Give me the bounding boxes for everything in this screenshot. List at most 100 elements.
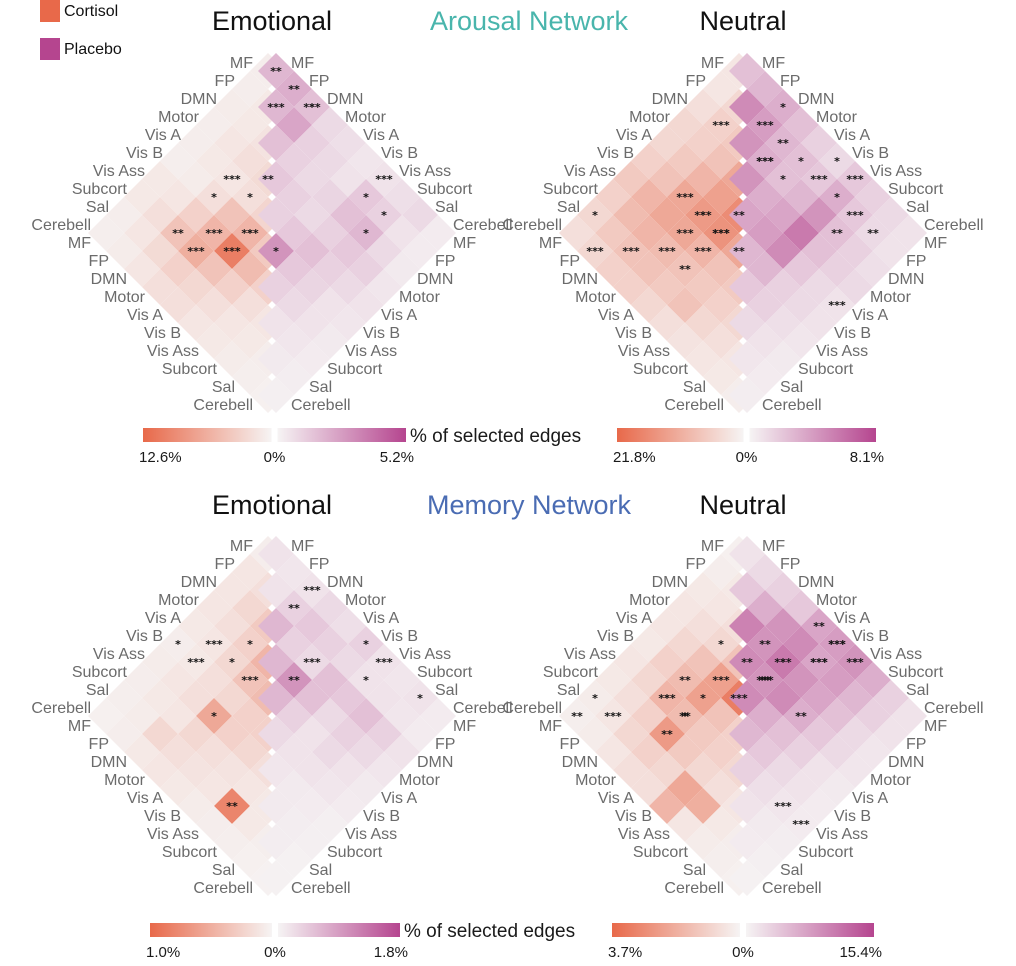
axis-label-upper-right: Vis A [834,610,871,627]
axis-label-lower-left: Subcort [633,361,689,378]
significance-mark: * [700,209,706,222]
axis-label-lower-left: MF [539,718,562,735]
axis-label-lower-left: Sal [212,379,235,396]
axis-label-lower-right: Cerebell [291,397,351,414]
axis-label-lower-right: Motor [399,772,441,789]
significance-mark: * [592,209,598,222]
significance-mark: *** [303,584,321,597]
axis-label-upper-right: DMN [798,91,834,108]
axis-label-upper-left: Vis A [145,610,182,627]
legend-label-placebo: Placebo [64,41,122,58]
significance-mark: ** [777,137,789,150]
axis-label-upper-right: Vis B [852,145,889,162]
placebo-half [258,536,456,896]
axis-label-lower-right: Vis A [381,790,418,807]
significance-mark: *** [828,299,846,312]
legend-swatch-cortisol [40,0,60,22]
significance-mark: *** [223,245,241,258]
significance-mark: *** [658,245,676,258]
axis-label-upper-right: Vis Ass [870,163,922,180]
axis-label-lower-right: FP [906,736,926,753]
axis-label-upper-left: Vis Ass [93,646,145,663]
axis-label-upper-left: Vis A [616,610,653,627]
significance-mark: *** [187,656,205,669]
axis-label-lower-right: FP [435,736,455,753]
significance-mark: *** [375,173,393,186]
axis-label-lower-left: Motor [104,772,146,789]
axis-label-upper-left: Subcort [543,664,599,681]
axis-label-upper-right: MF [291,538,314,555]
panel-arousal-neutral: Neutral****** ***************************… [502,6,983,414]
colorbar-placebo [277,428,406,442]
significance-mark: *** [267,101,285,114]
axis-label-upper-left: Cerebell [502,217,562,234]
axis-label-lower-right: Cerebell [762,880,822,897]
axis-label-upper-left: Vis A [145,127,182,144]
axis-label-upper-left: DMN [652,91,688,108]
axis-label-upper-left: Cerebell [502,700,562,717]
axis-label-lower-left: Vis Ass [147,343,199,360]
axis-label-upper-left: FP [215,556,235,573]
legend-label-cortisol: Cortisol [64,3,118,20]
axis-label-upper-left: Cerebell [31,700,91,717]
axis-label-upper-right: MF [291,55,314,72]
axis-label-lower-left: Vis Ass [618,826,670,843]
axis-label-lower-right: Subcort [798,361,854,378]
colorbar-tick-placebo: 1.8% [374,944,408,961]
axis-label-upper-right: MF [762,55,785,72]
axis-label-lower-left: Vis A [598,307,635,324]
axis-label-upper-right: FP [309,73,329,90]
axis-label-lower-left: Vis B [144,808,181,825]
significance-mark: * [718,638,724,651]
significance-mark: * [592,692,598,705]
axis-label-lower-right: MF [924,718,947,735]
axis-label-upper-right: DMN [798,574,834,591]
axis-label-upper-left: Cerebell [31,217,91,234]
axis-label-upper-left: DMN [181,91,217,108]
axis-label-lower-right: MF [924,235,947,252]
axis-label-lower-left: Cerebell [193,880,253,897]
colorbar-tick-zero: 0% [732,944,754,961]
axis-label-lower-left: Vis Ass [147,826,199,843]
legend-swatch-placebo [40,38,60,60]
significance-mark: * [852,656,858,669]
legend: Cortisol Placebo [40,0,122,60]
colorbar-tick-placebo: 15.4% [839,944,882,961]
colorbar-cortisol [150,923,272,937]
colorbars: 12.6% 0% 5.2% % of selected edges 21.8% 0% 8.1… [139,426,884,961]
axis-label-upper-left: Sal [86,199,109,216]
axis-label-lower-right: DMN [417,754,453,771]
axis-label-upper-left: DMN [181,574,217,591]
axis-label-upper-left: Motor [629,109,671,126]
colorbar-cortisol [612,923,740,937]
axis-label-upper-left: Motor [629,592,671,609]
colorbar-placebo [749,428,876,442]
significance-mark: * [700,692,706,705]
axis-label-upper-left: MF [701,538,724,555]
condition-title: Neutral [699,6,786,36]
axis-label-upper-left: Sal [557,199,580,216]
axis-label-lower-right: FP [435,253,455,270]
axis-label-upper-right: Subcort [417,181,473,198]
significance-mark: * [247,638,253,651]
axis-label-lower-right: Motor [870,772,912,789]
axis-label-lower-left: Vis B [615,325,652,342]
axis-label-upper-right: DMN [327,574,363,591]
colorbar-cortisol [143,428,272,442]
axis-label-lower-left: FP [89,253,109,270]
axis-label-upper-left: Vis B [126,145,163,162]
significance-mark: ** [759,638,771,651]
axis-label-upper-right: Sal [435,682,458,699]
axis-label-upper-right: FP [780,73,800,90]
colorbar-tick-zero: 0% [736,449,758,466]
axis-label-upper-right: DMN [327,91,363,108]
significance-mark: *** [694,209,712,222]
significance-mark: * [247,227,253,240]
axis-label-upper-right: Vis Ass [870,646,922,663]
axis-label-upper-right: Motor [816,109,858,126]
significance-mark: *** [846,209,864,222]
colorbar-label: % of selected edges [404,921,575,942]
colorbar-tick-cortisol: 21.8% [613,449,656,466]
axis-label-lower-right: Subcort [798,844,854,861]
axis-label-lower-left: MF [68,235,91,252]
